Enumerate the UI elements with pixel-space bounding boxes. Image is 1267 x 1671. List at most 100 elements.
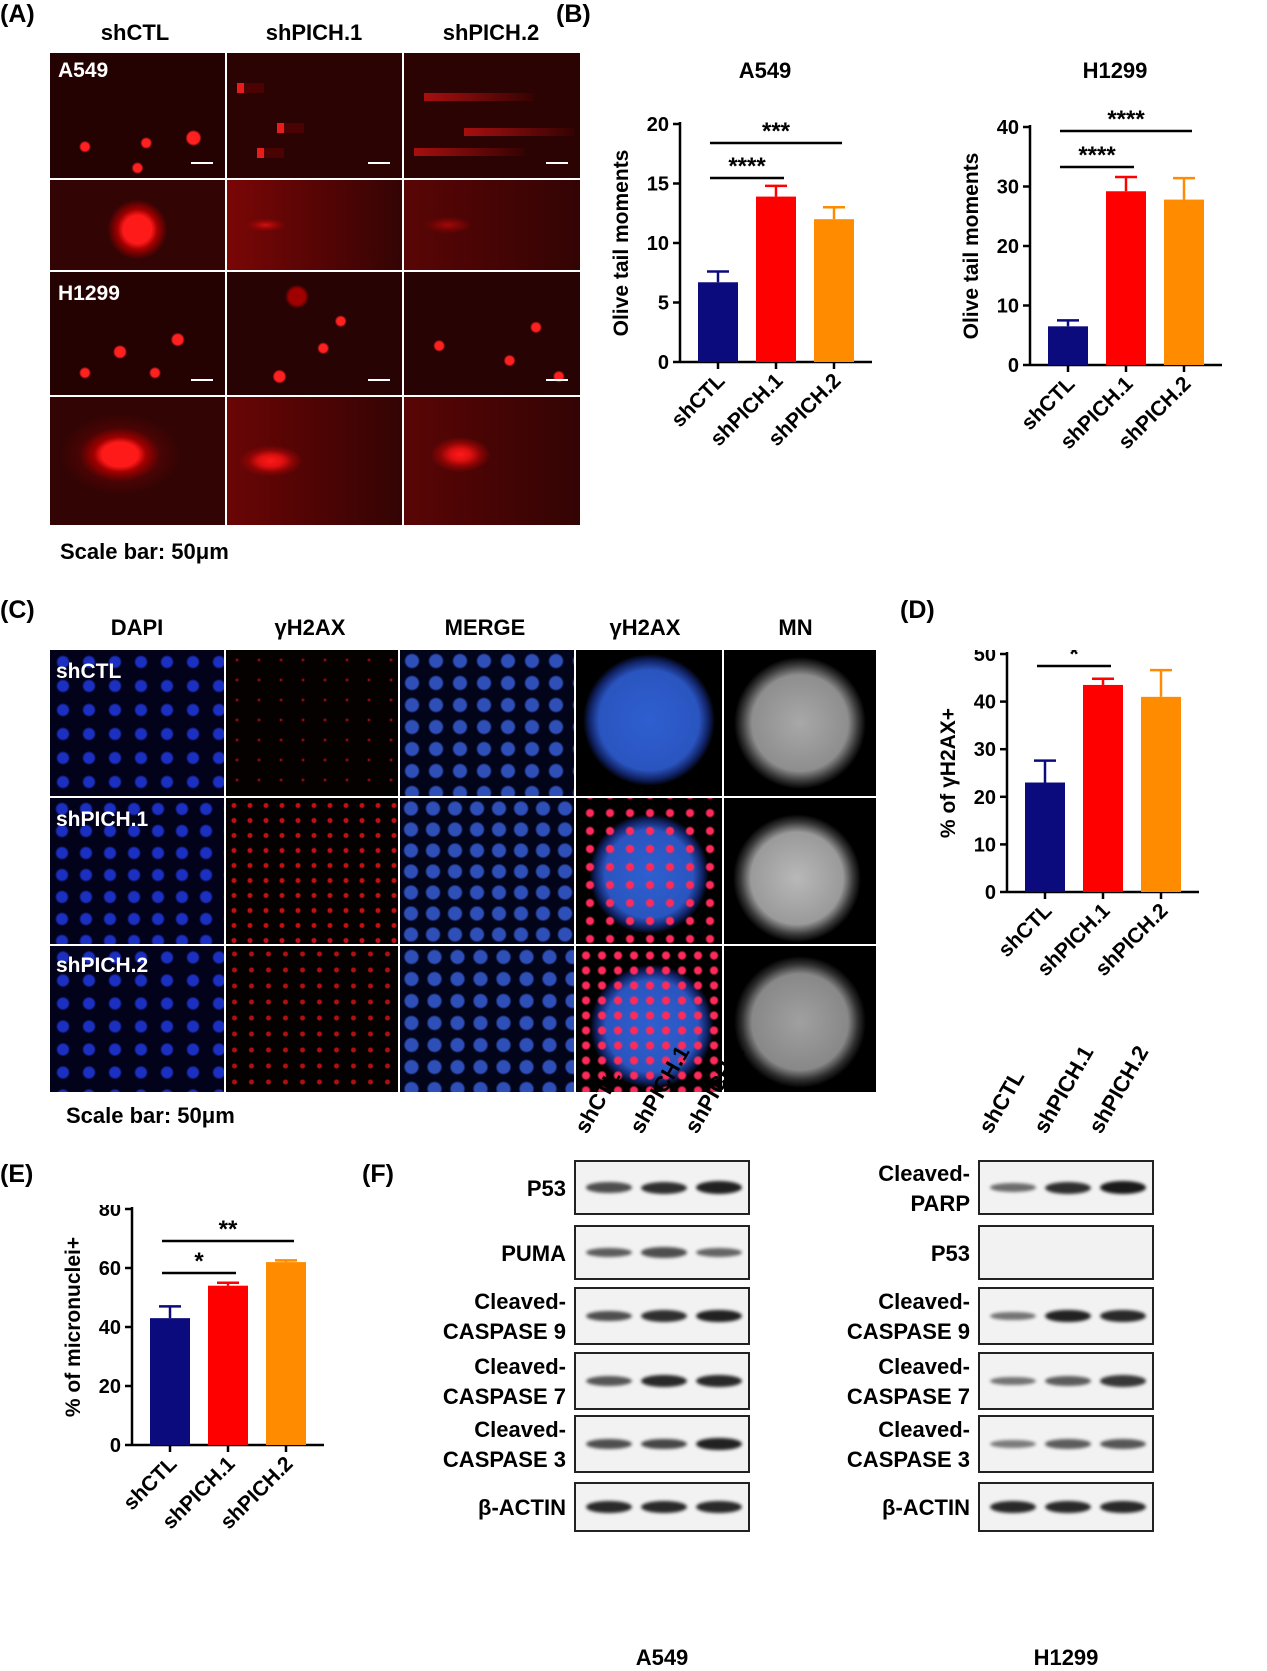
chart-title: H1299	[1083, 58, 1148, 83]
significance-label: ****	[1078, 142, 1116, 169]
y-axis-label: % of micronuclei+	[62, 1237, 85, 1417]
bar	[756, 196, 796, 362]
if-shpich1-mn	[724, 798, 876, 944]
if-shpich2-mn	[724, 946, 876, 1092]
if-shpich1-gh2ax-zoom	[576, 798, 722, 944]
blot-label-line: Cleaved-	[878, 1160, 970, 1186]
blot-band	[696, 1437, 742, 1451]
blot-band	[990, 1440, 1036, 1448]
blot-band	[586, 1247, 632, 1258]
y-axis-label: Olive tail moments	[610, 150, 633, 337]
blot-strip	[978, 1482, 1154, 1532]
chart-e-micronuclei: % of micronuclei+020406080shCTLshPICH.1s…	[62, 1205, 324, 1534]
significance-label: *	[1069, 650, 1079, 668]
significance-label: ****	[1107, 106, 1145, 133]
y-tick-label: 15	[647, 174, 669, 196]
blot-band	[1100, 1309, 1146, 1323]
panel-a-col-header: shCTL	[100, 20, 170, 45]
bar	[698, 282, 738, 362]
blot-band	[990, 1311, 1036, 1321]
y-tick-label: 80	[99, 1205, 121, 1221]
blot-label-line: β-ACTIN	[882, 1495, 970, 1520]
panel-c-scale-bar-text: Scale bar: 50μm	[66, 1103, 235, 1128]
if-shpich2-gh2ax-zoom	[576, 946, 722, 1092]
comet-h1299-shpich1-zoom	[227, 397, 402, 525]
comet-a549-shpich1-field	[227, 53, 402, 178]
if-shctl-merge	[400, 650, 574, 796]
if-shpich1-merge	[400, 798, 574, 944]
blot-strip	[574, 1160, 750, 1215]
y-tick-label: 0	[658, 352, 669, 374]
if-shpich2-gh2ax	[226, 946, 398, 1092]
scale-bar	[368, 162, 390, 164]
western-blot-h1299: shCTL shPICH.1 shPICH.2 Cleaved- PARP P53 Clea…	[820, 1041, 1260, 1670]
blot-band	[641, 1310, 687, 1322]
blot-band	[696, 1309, 742, 1323]
panel-a-scale-bar-text: Scale bar: 50μm	[60, 539, 229, 564]
blot-band	[696, 1181, 742, 1194]
y-tick-label: 30	[997, 177, 1019, 199]
blot-strip	[574, 1352, 750, 1410]
blot-band	[990, 1500, 1036, 1514]
bar	[150, 1318, 190, 1445]
scale-bar	[546, 162, 568, 164]
blot-strip	[574, 1415, 750, 1473]
blot-band	[586, 1376, 632, 1386]
blot-label: β-ACTIN	[820, 1493, 970, 1523]
blot-band	[586, 1182, 632, 1193]
blot-strip	[978, 1415, 1154, 1473]
blot-label-line: Cleaved-	[878, 1417, 970, 1442]
blot-band	[1100, 1375, 1146, 1387]
panel-c-col-header: DAPI	[110, 615, 164, 640]
blot-band	[641, 1500, 687, 1514]
blot-label-line: Cleaved-	[474, 1289, 566, 1314]
y-tick-label: 60	[99, 1258, 121, 1280]
blot-label-line: Cleaved-	[474, 1417, 566, 1442]
significance-label: **	[219, 1216, 238, 1243]
comet-h1299-shctl-field: H1299	[50, 272, 225, 395]
scale-bar	[546, 379, 568, 381]
y-axis-label: % of γH2AX+	[940, 708, 960, 838]
blot-band	[641, 1247, 687, 1258]
y-tick-label: 20	[997, 236, 1019, 258]
blot-label: PUMA	[400, 1239, 566, 1269]
blot-label: Cleaved- CASPASE 7	[820, 1352, 970, 1412]
comet-image-grid: A549 H1299	[50, 53, 580, 525]
chart-title: A549	[739, 58, 792, 83]
y-tick-label: 40	[99, 1317, 121, 1339]
bar	[814, 219, 854, 362]
blot-label-line: β-ACTIN	[478, 1495, 566, 1520]
blot-label-line: CASPASE 3	[846, 1447, 970, 1472]
comet-h1299-shctl-zoom	[50, 397, 225, 525]
blot-label-line: Cleaved-	[878, 1289, 970, 1314]
bar	[1083, 684, 1123, 892]
blot-label: Cleaved- CASPASE 7	[400, 1352, 566, 1412]
panel-c-col-header: MERGE	[444, 615, 526, 640]
bar	[1048, 326, 1088, 365]
row-label-shpich2: shPICH.2	[56, 954, 149, 977]
blot-band	[641, 1181, 687, 1194]
comet-h1299-shpich2-field	[404, 272, 580, 395]
scale-bar	[368, 379, 390, 381]
blot-label: Cleaved- CASPASE 9	[400, 1287, 566, 1347]
row-label-a549: A549	[58, 59, 109, 82]
blot-label-line: PARP	[910, 1190, 971, 1216]
blot-label: P53	[400, 1174, 566, 1204]
blot-band	[1045, 1309, 1091, 1323]
blot-label-line: CASPASE 3	[442, 1447, 566, 1472]
panel-label-f: (F)	[362, 1160, 394, 1188]
blot-band	[1045, 1181, 1091, 1194]
panel-label-e: (E)	[0, 1160, 34, 1188]
blot-band	[696, 1374, 742, 1388]
blot-label: Cleaved- CASPASE 3	[400, 1415, 566, 1475]
blot-label-line: CASPASE 7	[442, 1384, 566, 1409]
blot-label-line: CASPASE 7	[846, 1384, 970, 1409]
panel-label-a: (A)	[0, 0, 35, 28]
y-tick-label: 50	[974, 650, 996, 666]
comet-a549-shctl-zoom	[50, 180, 225, 270]
blot-label-line: PUMA	[501, 1240, 566, 1266]
blot-label-line: P53	[526, 1175, 566, 1201]
panel-label-b: (B)	[556, 0, 591, 28]
panel-a-col-header: shPICH.1	[265, 20, 363, 45]
